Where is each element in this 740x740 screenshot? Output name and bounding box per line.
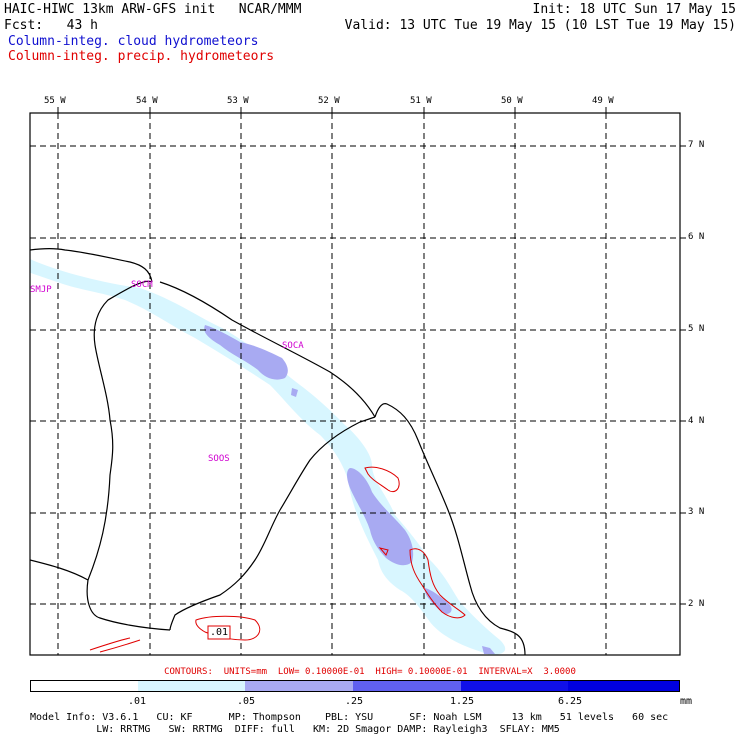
legend-swatch [460, 681, 569, 691]
lon-label: 53 W [227, 96, 249, 106]
lon-label: 49 W [592, 96, 614, 106]
legend-swatch [245, 681, 354, 691]
lat-label: 5 N [688, 324, 705, 334]
cloud-shade-mid [204, 325, 288, 380]
legend-swatch [137, 681, 246, 691]
station-label: SMJP [30, 285, 52, 295]
lat-label: 2 N [688, 599, 705, 609]
precip-contour [89, 637, 141, 653]
lon-label: 52 W [318, 96, 340, 106]
border-line [169, 416, 376, 631]
legend-unit: mm [680, 696, 693, 707]
coastline [30, 247, 153, 283]
lat-label: 4 N [688, 416, 705, 426]
cloud-shade-mid [291, 388, 298, 397]
field-precip-label: Column-integ. precip. hydrometeors [8, 49, 275, 64]
legend-tick: .05 [237, 696, 256, 707]
lon-label: 50 W [501, 96, 523, 106]
forecast-hour: Fcst: 43 h [4, 18, 98, 33]
legend-swatch [31, 681, 138, 691]
border-line [30, 559, 89, 581]
coastline [374, 403, 526, 655]
cloud-shade-mid [424, 588, 452, 614]
init-time: Init: 18 UTC Sun 17 May 15 [532, 2, 737, 17]
lat-label: 7 N [688, 140, 705, 150]
lon-label: 55 W [44, 96, 66, 106]
coastline [159, 281, 376, 418]
contour-label-box [207, 625, 231, 640]
station-label: SOCA [282, 341, 304, 351]
legend-tick: 6.25 [558, 696, 583, 707]
lon-label: 51 W [410, 96, 432, 106]
station-label: SOCM [131, 280, 153, 290]
valid-time: Valid: 13 UTC Tue 19 May 15 (10 LST Tue … [344, 18, 736, 33]
legend-swatch [568, 681, 680, 691]
station-label: SOOS [208, 454, 230, 464]
precip-contour [364, 466, 400, 493]
model-info-line2: LW: RRTMG SW: RRTMG DIFF: full KM: 2D Sm… [30, 724, 560, 735]
field-cloud-label: Column-integ. cloud hydrometeors [8, 34, 259, 49]
legend-tick: .01 [128, 696, 147, 707]
lat-label: 3 N [688, 507, 705, 517]
precip-contour [409, 548, 466, 619]
legend-swatch [353, 681, 461, 691]
model-title: HAIC-HIWC 13km ARW-GFS init NCAR/MMM [4, 2, 302, 17]
precip-contour [195, 615, 261, 641]
precip-contour [378, 547, 389, 556]
model-info-line1: Model Info: V3.6.1 CU: KF MP: Thompson P… [30, 712, 669, 723]
legend-tick: 1.25 [450, 696, 475, 707]
color-legend [30, 680, 680, 692]
cloud-shade-mid [347, 468, 414, 566]
cloud-shade-mid [482, 646, 495, 654]
border-line [86, 280, 171, 631]
contour-info: CONTOURS: UNITS=mm LOW= 0.10000E-01 HIGH… [164, 667, 576, 677]
legend-tick: .25 [345, 696, 364, 707]
contour-label: .01 [210, 627, 229, 638]
lon-label: 54 W [136, 96, 158, 106]
lat-label: 6 N [688, 232, 705, 242]
